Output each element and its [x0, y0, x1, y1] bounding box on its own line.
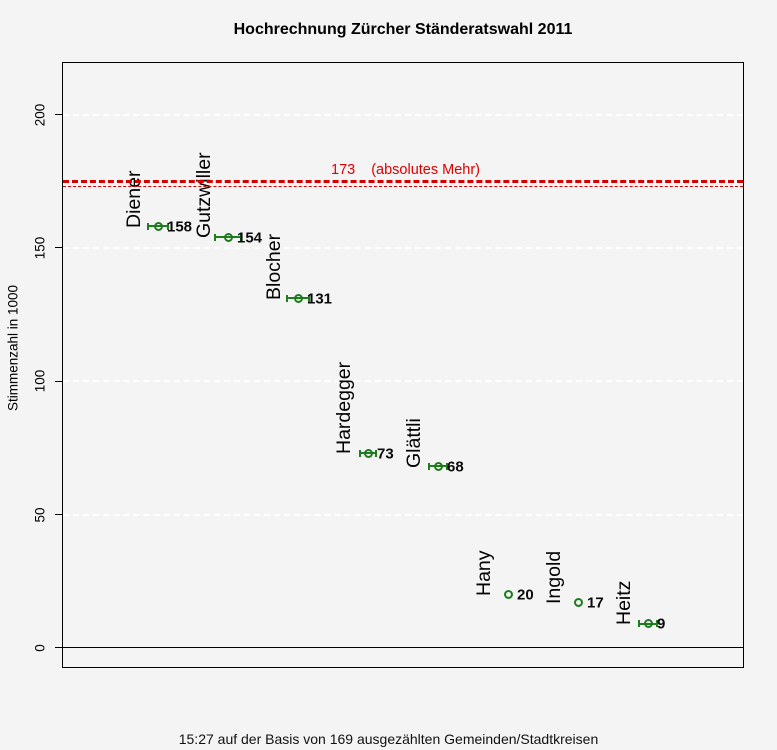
candidate-name: Glättli [403, 417, 425, 468]
error-bar-cap-right [308, 295, 310, 303]
candidate-value: 131 [307, 290, 333, 308]
y-axis-title: Stimmenzahl in 1000 [5, 284, 21, 412]
gridline-y-150 [63, 246, 743, 249]
y-tick-label-0: 0 [32, 644, 48, 652]
error-bar-cap-left [214, 233, 216, 241]
majority-note: (absolutes Mehr) [371, 162, 480, 178]
gridline-y-200 [63, 113, 743, 116]
candidate-point [643, 619, 653, 629]
candidate-value: 158 [167, 218, 193, 236]
y-tick-150 [55, 247, 62, 249]
error-bar-cap-left [638, 620, 640, 628]
error-bar-cap-right [375, 449, 377, 457]
candidate-point [433, 462, 443, 472]
candidate-name: Diener [123, 170, 145, 228]
chart-caption: 15:27 auf der Basis von 169 ausgezählten… [178, 731, 599, 747]
zero-line [63, 647, 743, 649]
majority-reference-line-thick [63, 179, 743, 183]
error-bar-cap-right [446, 463, 448, 471]
candidate-name: Gutzwiller [193, 152, 215, 239]
candidate-name: Hardegger [333, 362, 355, 455]
y-tick-label-50: 50 [32, 507, 48, 523]
error-bar-cap-left [359, 449, 361, 457]
candidate-value: 154 [237, 229, 263, 247]
error-bar-cap-left [147, 223, 149, 231]
majority-reference-line-thin [63, 185, 743, 187]
candidate-name: Hany [473, 550, 495, 596]
candidate-value: 73 [377, 445, 394, 463]
y-tick-label-200: 200 [32, 103, 48, 126]
candidate-value: 68 [447, 458, 464, 476]
error-bar-cap-right [167, 223, 169, 231]
candidate-name: Heitz [613, 580, 635, 625]
error-bar-cap-left [428, 463, 430, 471]
error-bar-cap-right [656, 620, 658, 628]
candidate-point [363, 448, 373, 458]
error-bar-cap-right [240, 233, 242, 241]
y-tick-label-150: 150 [32, 236, 48, 260]
majority-value: 173 [331, 162, 356, 178]
candidate-value: 9 [657, 615, 666, 633]
majority-line-label: 173 (absolutes Mehr) [331, 162, 480, 178]
chart-title: Hochrechnung Zürcher Ständeratswahl 2011 [233, 21, 573, 38]
y-tick-200 [55, 113, 62, 115]
y-tick-100 [55, 380, 62, 382]
gridline-y-100 [63, 380, 743, 383]
candidate-point [293, 294, 303, 304]
candidate-point [573, 598, 583, 608]
gridline-y-50 [63, 513, 743, 516]
y-tick-50 [55, 513, 62, 515]
candidate-name: Ingold [543, 550, 565, 604]
candidate-point [223, 232, 233, 242]
candidate-value: 20 [517, 586, 534, 604]
candidate-value: 17 [587, 594, 604, 612]
plot-area [62, 62, 744, 668]
y-tick-0 [55, 647, 62, 649]
error-bar-cap-left [286, 295, 288, 303]
candidate-point [503, 590, 513, 600]
candidate-point [153, 222, 163, 232]
candidate-name: Blocher [263, 233, 285, 300]
y-tick-label-100: 100 [32, 369, 48, 393]
